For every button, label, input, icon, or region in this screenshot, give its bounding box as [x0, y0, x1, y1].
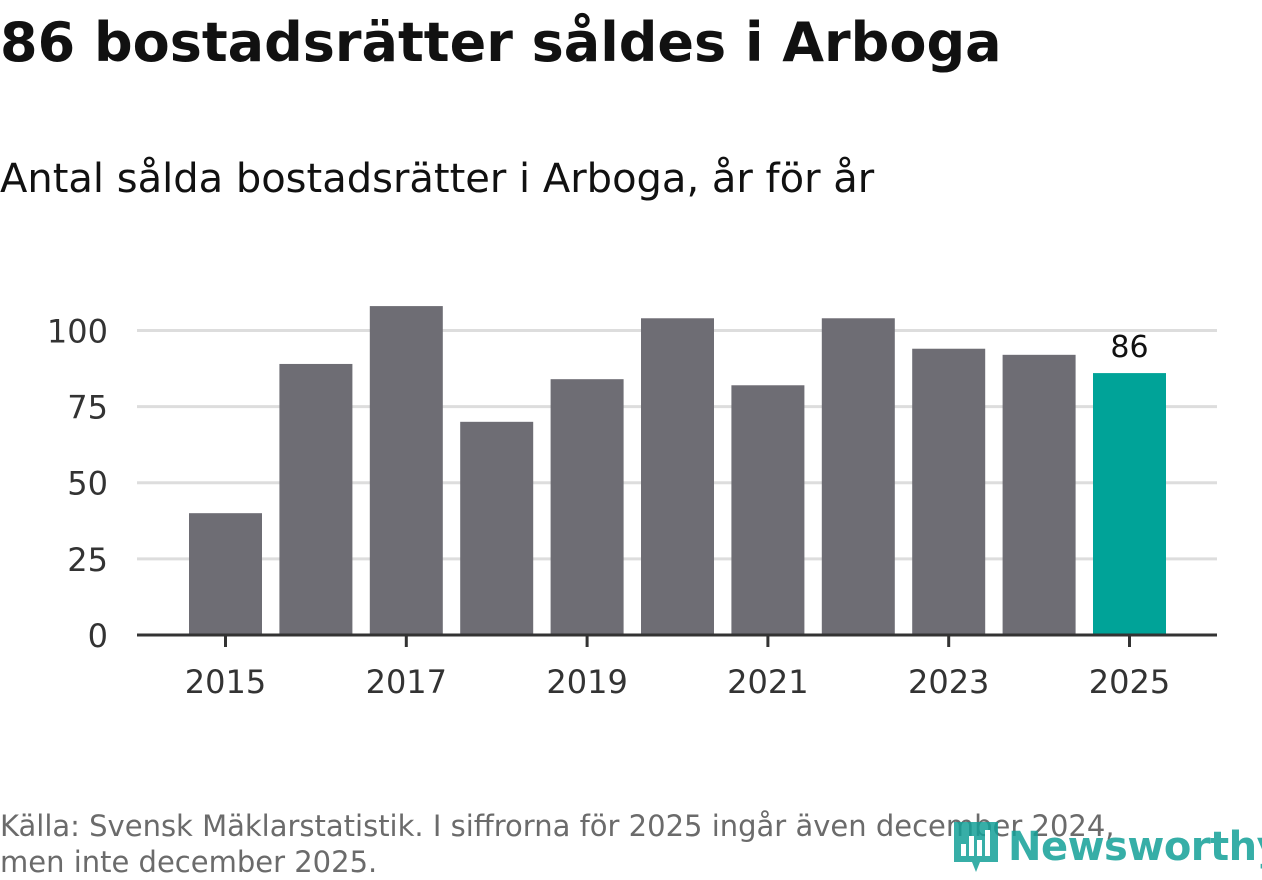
newsworthy-logo: Newsworthy	[950, 818, 1262, 876]
bar-2022	[821, 318, 895, 635]
bar-2018	[460, 421, 534, 635]
newsworthy-chart-icon	[954, 822, 998, 872]
y-tick-label: 100	[47, 312, 108, 350]
x-tick-label: 2019	[546, 663, 627, 701]
bar-2020	[641, 318, 714, 635]
source-note: Källa: Svensk Mäklarstatistik. I siffror…	[0, 809, 1115, 879]
bar-2017	[369, 306, 443, 635]
y-tick-label: 0	[88, 617, 108, 655]
x-tick-label: 2017	[366, 663, 447, 701]
x-tick-label: 2015	[185, 663, 266, 701]
bar-2019	[550, 379, 624, 635]
bar-2015	[189, 513, 262, 635]
bar-value-label: 86	[1110, 330, 1148, 365]
chart-title: 86 bostadsrätter såldes i Arboga	[0, 11, 1002, 74]
bar-2023	[912, 348, 986, 635]
x-tick-label: 2023	[908, 663, 989, 701]
bar-2021	[731, 385, 805, 635]
x-tick-label: 2025	[1089, 663, 1170, 701]
bar-2025	[1093, 373, 1166, 635]
axes	[137, 633, 1217, 647]
y-tick-label: 75	[67, 389, 108, 427]
bar-2016	[279, 363, 353, 635]
y-tick-label: 25	[67, 541, 108, 579]
bar-2024	[1002, 354, 1076, 635]
labels: 0 25 50 75 100 86 2015 2017 2019 2021 2023 2025	[47, 312, 1170, 701]
bars	[189, 306, 1166, 635]
logo-text: Newsworthy	[1008, 824, 1262, 870]
x-tick-label: 2021	[727, 663, 808, 701]
y-tick-label: 50	[67, 465, 108, 503]
chart-subtitle: Antal sålda bostadsrätter i Arboga, år f…	[0, 156, 875, 202]
